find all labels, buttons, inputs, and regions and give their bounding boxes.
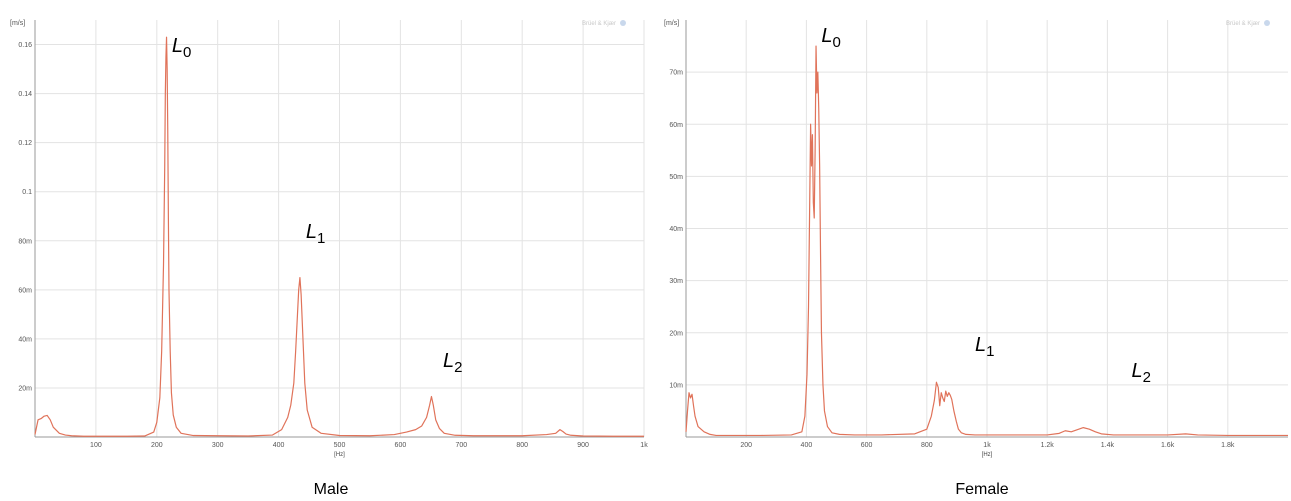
peak-label-letter: L	[1131, 360, 1142, 382]
x-unit-label: [Hz]	[334, 452, 345, 458]
peak-label-subscript: 2	[454, 359, 462, 376]
peak-label-subscript: 1	[317, 230, 325, 247]
peak-label-letter: L	[975, 334, 986, 356]
brand-logo-icon	[620, 20, 626, 26]
x-unit-label: [Hz]	[982, 452, 993, 458]
peak-label-L2: L2	[1131, 360, 1150, 386]
y-tick-label: 60m	[669, 122, 683, 129]
y-tick-label: 70m	[669, 70, 683, 77]
x-tick-label: 100	[90, 442, 102, 449]
peak-label-L1: L1	[306, 221, 325, 247]
male-spectrum-panel: 100 200 300 400 500 600 700 800 900 1k 20m 40m 60m 80…	[10, 20, 648, 498]
y-tick-label: 0.1	[22, 189, 32, 196]
x-tick-label: 800	[921, 442, 933, 449]
x-tick-label: 900	[577, 442, 589, 449]
x-tick-label: 500	[334, 442, 346, 449]
x-tick-label: 400	[801, 442, 813, 449]
brand-watermark: Brüel & Kjær	[1226, 21, 1260, 27]
brand-watermark: Brüel & Kjær	[582, 21, 616, 27]
y-tick-label: 40m	[669, 226, 683, 233]
female-spectrum-panel: 200 400 600 800 1k 1.2k 1.4k 1.6k 1.8k 10m 20m 30m 4…	[664, 20, 1288, 498]
peak-label-subscript: 0	[833, 34, 841, 51]
x-tick-label: 200	[740, 442, 752, 449]
x-tick-label: 700	[455, 442, 467, 449]
y-tick-label: 40m	[18, 336, 32, 343]
spectrum-series-line	[34, 36, 644, 437]
peak-label-L0: L0	[821, 25, 840, 51]
brand-logo-icon	[1264, 20, 1270, 26]
y-tick-label: 20m	[669, 330, 683, 337]
peak-label-subscript: 1	[986, 343, 994, 360]
peak-label-L0: L0	[172, 35, 191, 61]
panel-caption: Male	[314, 481, 349, 498]
x-tick-label: 1.4k	[1101, 442, 1115, 449]
y-tick-label: 0.16	[18, 42, 32, 49]
y-tick-label: 30m	[669, 278, 683, 285]
y-unit-label: [m/s]	[10, 20, 25, 27]
x-tick-label: 1.6k	[1161, 442, 1175, 449]
peak-label-subscript: 0	[183, 44, 191, 61]
y-tick-label: 0.12	[18, 140, 32, 147]
y-tick-label: 0.14	[18, 91, 32, 98]
x-tick-label: 400	[273, 442, 285, 449]
peak-label-letter: L	[821, 25, 832, 47]
panel-caption: Female	[955, 481, 1008, 498]
x-tick-label: 1k	[640, 442, 648, 449]
x-tick-label: 1k	[983, 442, 991, 449]
x-tick-label: 1.8k	[1221, 442, 1235, 449]
y-unit-label: [m/s]	[664, 20, 679, 27]
x-tick-label: 600	[861, 442, 873, 449]
y-tick-label: 50m	[669, 174, 683, 181]
y-tick-label: 20m	[18, 385, 32, 392]
spectrum-series-line	[685, 45, 1288, 437]
peak-label-letter: L	[306, 221, 317, 243]
peak-label-L1: L1	[975, 334, 994, 360]
x-tick-label: 300	[212, 442, 224, 449]
peak-label-letter: L	[443, 350, 454, 372]
y-tick-label: 80m	[18, 238, 32, 245]
x-tick-label: 600	[395, 442, 407, 449]
y-tick-label: 60m	[18, 287, 32, 294]
y-tick-label: 10m	[669, 382, 683, 389]
x-tick-label: 200	[151, 442, 163, 449]
peak-label-L2: L2	[443, 350, 462, 376]
x-tick-label: 800	[516, 442, 528, 449]
x-tick-label: 1.2k	[1041, 442, 1055, 449]
peak-label-subscript: 2	[1143, 369, 1151, 386]
peak-label-letter: L	[172, 35, 183, 57]
